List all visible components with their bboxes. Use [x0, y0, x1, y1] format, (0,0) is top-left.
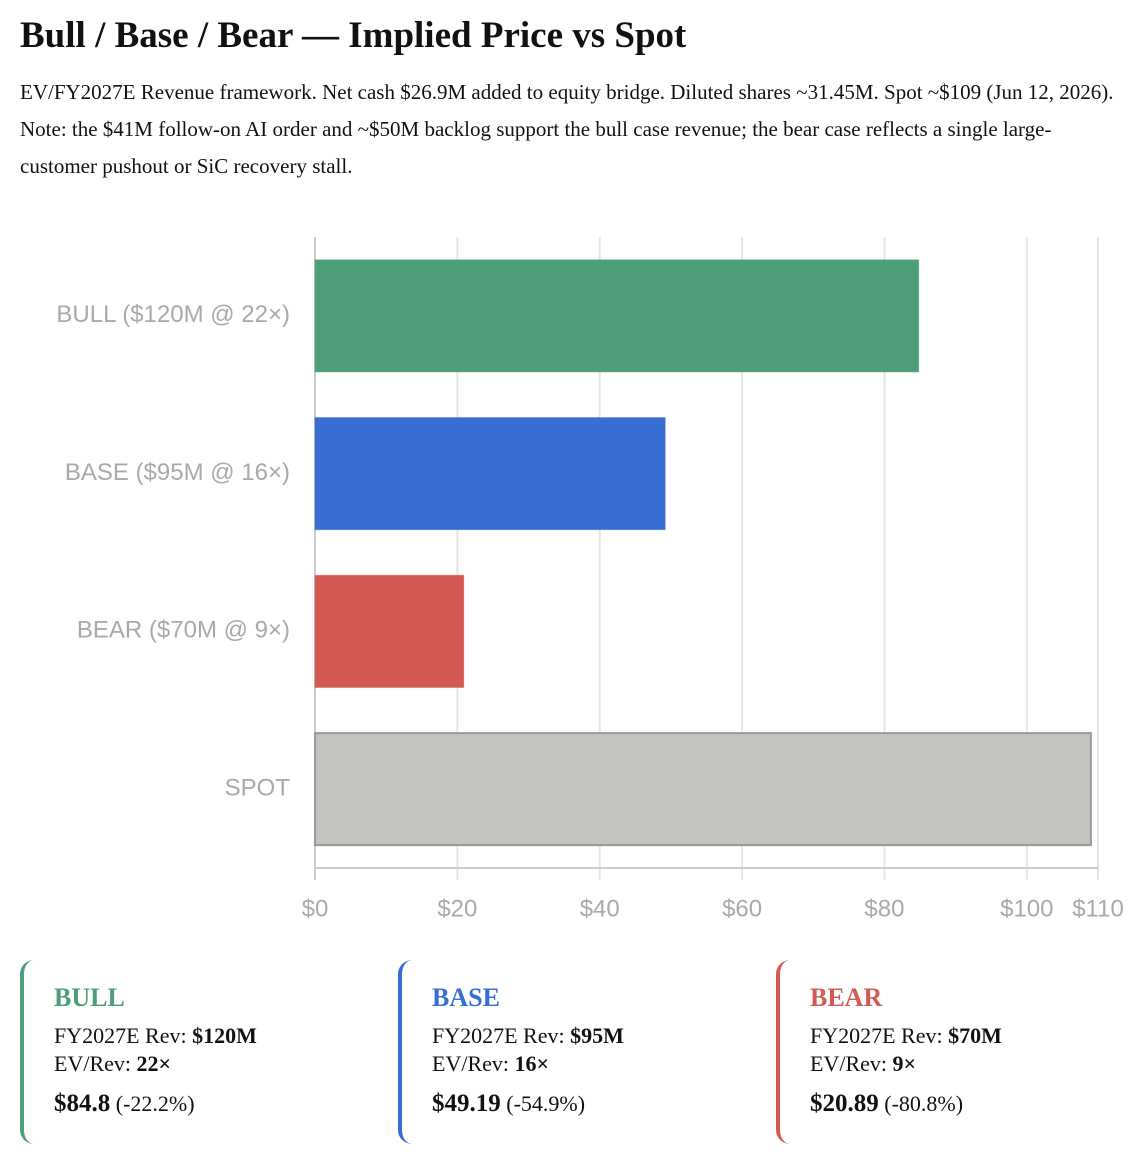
mult-label: EV/Rev:	[54, 1051, 131, 1076]
mult-value: 9×	[892, 1051, 917, 1076]
rev-value: $70M	[948, 1023, 1002, 1048]
x-tick-label: $80	[864, 895, 904, 922]
x-tick-label: $110	[1072, 895, 1124, 922]
rev-row: FY2027E Rev: $95M	[432, 1022, 738, 1050]
bar	[314, 417, 666, 531]
mult-row: EV/Rev: 22×	[54, 1050, 360, 1078]
rev-row: FY2027E Rev: $70M	[810, 1022, 1116, 1050]
y-tick-label: BULL ($120M @ 22×)	[56, 301, 290, 328]
change: (-54.9%)	[506, 1091, 586, 1116]
rev-value: $120M	[192, 1023, 257, 1048]
x-tick-label: $60	[722, 895, 762, 922]
x-tick-label: $100	[1000, 895, 1053, 922]
card-name: BEAR	[810, 983, 883, 1012]
change: (-22.2%)	[115, 1091, 195, 1116]
y-tick-label: BEAR ($70M @ 9×)	[77, 617, 290, 644]
mult-value: 22×	[136, 1051, 172, 1076]
bar	[314, 259, 920, 373]
y-tick-label: BASE ($95M @ 16×)	[65, 459, 290, 486]
mult-row: EV/Rev: 16×	[432, 1050, 738, 1078]
bar	[314, 732, 1092, 847]
bar	[314, 574, 465, 688]
price: $20.89	[810, 1090, 879, 1117]
chart: $0 $20 $40 $60 $80 $100 $110 BULL ($120M @ 22×)…	[56, 237, 1124, 922]
subtitle: EV/FY2027E Revenue framework. Net cash $…	[20, 80, 1114, 178]
x-tick-label: $40	[580, 895, 620, 922]
rev-label: FY2027E Rev:	[54, 1023, 187, 1048]
rev-label: FY2027E Rev:	[810, 1023, 943, 1048]
change: (-80.8%)	[884, 1091, 964, 1116]
title: Bull / Base / Bear — Implied Price vs Sp…	[20, 15, 687, 56]
price: $49.19	[432, 1090, 501, 1117]
rev-value: $95M	[570, 1023, 624, 1048]
x-tick-label: $20	[437, 895, 477, 922]
scenario-card: BEAR FY2027E Rev: $70M EV/Rev: 9× $20.89 (-…	[776, 960, 1116, 1144]
mult-label: EV/Rev:	[432, 1051, 509, 1076]
rev-row: FY2027E Rev: $120M	[54, 1022, 360, 1050]
price: $84.8	[54, 1090, 111, 1117]
rev-label: FY2027E Rev:	[432, 1023, 565, 1048]
price-row: $84.8 (-22.2%)	[54, 1090, 360, 1118]
card-name: BULL	[54, 983, 125, 1012]
y-tick-label: SPOT	[225, 774, 291, 801]
price-row: $20.89 (-80.8%)	[810, 1090, 1116, 1118]
scenario-card: BASE FY2027E Rev: $95M EV/Rev: 16× $49.19 (…	[398, 960, 738, 1144]
mult-label: EV/Rev:	[810, 1051, 887, 1076]
mult-value: 16×	[514, 1051, 550, 1076]
mult-row: EV/Rev: 9×	[810, 1050, 1116, 1078]
price-row: $49.19 (-54.9%)	[432, 1090, 738, 1118]
scenario-card: BULL FY2027E Rev: $120M EV/Rev: 22× $84.8 (…	[20, 960, 360, 1144]
card-name: BASE	[432, 983, 500, 1012]
x-tick-label: $0	[302, 895, 329, 922]
